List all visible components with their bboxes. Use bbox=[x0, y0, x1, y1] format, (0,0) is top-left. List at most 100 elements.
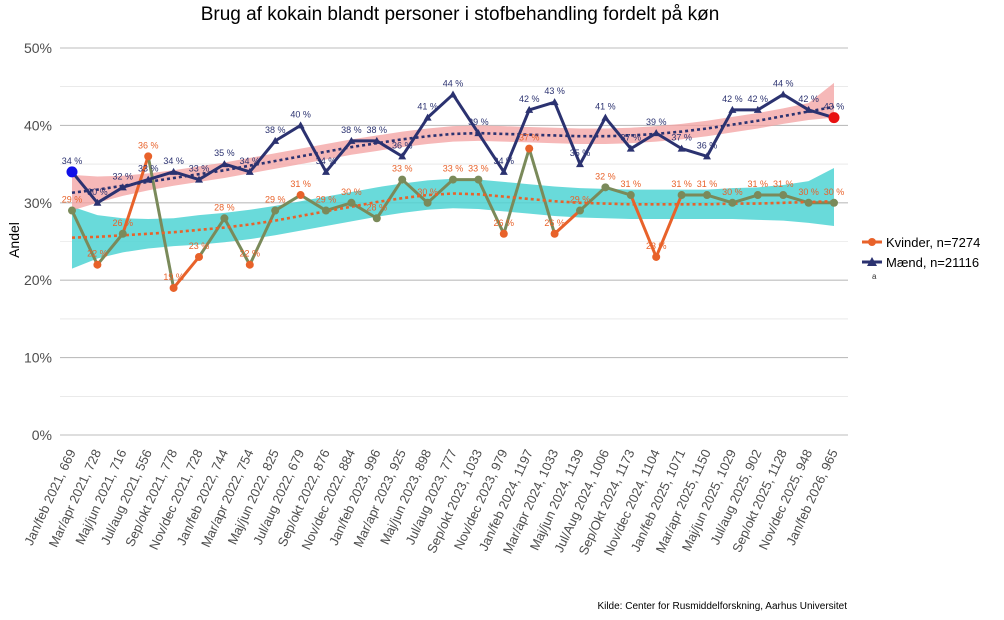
maend-line-segment bbox=[70, 170, 99, 205]
maend-data-label: 30 % bbox=[87, 187, 108, 197]
maend-line-segment bbox=[95, 185, 125, 205]
maend-line-segment bbox=[781, 92, 811, 112]
kvinder-point bbox=[703, 191, 711, 200]
kvinder-line-segment bbox=[705, 193, 734, 205]
maend-line-segment bbox=[603, 116, 633, 151]
kvinder-data-label: 19 % bbox=[163, 272, 184, 282]
maend-data-label: 42 % bbox=[748, 94, 769, 104]
maend-point bbox=[652, 129, 661, 137]
kvinder-point bbox=[499, 229, 508, 238]
maend-line-segment bbox=[629, 131, 658, 151]
kvinder-line-segment bbox=[197, 216, 226, 259]
kvinder-point bbox=[550, 229, 559, 238]
maend-data-label: 33 % bbox=[138, 164, 159, 174]
kvinder-data-label: 30 % bbox=[417, 187, 438, 197]
kvinder-point bbox=[449, 175, 457, 184]
maend-point bbox=[525, 105, 534, 113]
kvinder-data-label: 26 % bbox=[544, 218, 565, 228]
kvinder-line-segment bbox=[121, 154, 150, 236]
legend-marker-maend-icon bbox=[862, 257, 882, 266]
maend-data-label: 42 % bbox=[722, 94, 743, 104]
kvinder-line-segment bbox=[95, 232, 125, 267]
last-point-highlight bbox=[828, 112, 840, 124]
kvinder-trend-line bbox=[71, 192, 835, 239]
maend-line-segment bbox=[197, 162, 226, 182]
kvinder-data-label: 30 % bbox=[722, 187, 743, 197]
kvinder-line-segment bbox=[553, 209, 582, 236]
maend-point bbox=[804, 105, 813, 113]
kvinder-data-label: 31 % bbox=[748, 179, 769, 189]
maend-data-label: 44 % bbox=[443, 78, 464, 88]
maend-data-label: 35 % bbox=[214, 148, 235, 158]
maend-data-label: 39 % bbox=[468, 117, 489, 127]
kvinder-point bbox=[779, 191, 788, 200]
maend-point bbox=[703, 152, 711, 160]
maend-line-segment bbox=[248, 139, 277, 174]
maend-line-segment bbox=[502, 108, 531, 174]
maend-point bbox=[169, 167, 178, 175]
kvinder-line-segment bbox=[426, 178, 455, 205]
maend-point bbox=[499, 167, 508, 175]
maend-data-label: 40 % bbox=[290, 109, 311, 119]
maend-point bbox=[220, 160, 229, 168]
kvinder-line-segment bbox=[400, 178, 430, 205]
maend-point bbox=[296, 121, 305, 129]
kvinder-point bbox=[652, 252, 661, 261]
y-tick-label: 20% bbox=[24, 272, 52, 288]
kvinder-point bbox=[372, 214, 381, 223]
kvinder-data-label: 26 % bbox=[494, 218, 515, 228]
kvinder-data-label: 31 % bbox=[290, 179, 311, 189]
legend-item-kvinder: Kvinder, n=7274 bbox=[862, 232, 980, 252]
kvinder-data-label: 30 % bbox=[798, 187, 819, 197]
maend-point bbox=[93, 198, 102, 206]
kvinder-confidence-band bbox=[72, 167, 834, 269]
maend-line-segment bbox=[527, 100, 557, 112]
kvinder-data-label: 29 % bbox=[570, 195, 591, 205]
kvinder-line-segment bbox=[172, 255, 201, 290]
kvinder-point bbox=[169, 283, 178, 292]
maend-trend-line bbox=[71, 105, 835, 195]
maend-line-segment bbox=[426, 92, 455, 120]
kvinder-data-label: 33 % bbox=[443, 164, 464, 174]
kvinder-data-label: 36 % bbox=[138, 140, 159, 150]
kvinder-line-segment bbox=[273, 193, 303, 213]
maend-line-segment bbox=[553, 100, 582, 166]
kvinder-data-label: 29 % bbox=[316, 195, 337, 205]
legend-label-maend: Mænd, n=21116 bbox=[886, 254, 980, 270]
kvinder-data-label: 26 % bbox=[113, 218, 134, 228]
maend-data-label: 34 % bbox=[62, 156, 83, 166]
maend-point bbox=[144, 175, 153, 183]
kvinder-line-segment bbox=[527, 147, 557, 236]
maend-data-label: 34 % bbox=[163, 156, 184, 166]
kvinder-point bbox=[423, 198, 432, 207]
kvinder-data-label: 28 % bbox=[214, 202, 235, 212]
kvinder-point bbox=[601, 183, 610, 192]
maend-point bbox=[423, 113, 432, 121]
kvinder-point bbox=[728, 198, 737, 207]
y-tick-label: 0% bbox=[32, 427, 52, 443]
y-tick-label: 10% bbox=[24, 350, 52, 366]
maend-line-segment bbox=[451, 92, 480, 135]
kvinder-point bbox=[804, 198, 813, 207]
kvinder-point bbox=[626, 191, 635, 200]
maend-line-segment bbox=[705, 108, 734, 158]
maend-point bbox=[601, 113, 610, 121]
kvinder-line-segment bbox=[502, 147, 531, 236]
maend-data-label: 38 % bbox=[341, 125, 362, 135]
maend-line-segment bbox=[680, 147, 709, 158]
kvinder-data-label: 33 % bbox=[392, 164, 413, 174]
kvinder-data-label: 31 % bbox=[621, 179, 642, 189]
maend-line-segment bbox=[324, 139, 353, 174]
maend-point bbox=[271, 136, 280, 144]
kvinder-data-label: 37 % bbox=[519, 133, 540, 143]
maend-line-segment bbox=[273, 123, 303, 143]
maend-data-label: 34 % bbox=[240, 156, 261, 166]
source-caption: Kilde: Center for Rusmiddelforskning, Aa… bbox=[597, 601, 847, 612]
maend-data-label: 37 % bbox=[671, 133, 692, 143]
kvinder-data-label: 31 % bbox=[773, 179, 794, 189]
maend-point bbox=[245, 167, 254, 175]
maend-data-label: 41 % bbox=[417, 102, 438, 112]
kvinder-data-label: 23 % bbox=[189, 241, 210, 251]
maend-point bbox=[728, 105, 737, 113]
maend-point bbox=[347, 136, 356, 144]
